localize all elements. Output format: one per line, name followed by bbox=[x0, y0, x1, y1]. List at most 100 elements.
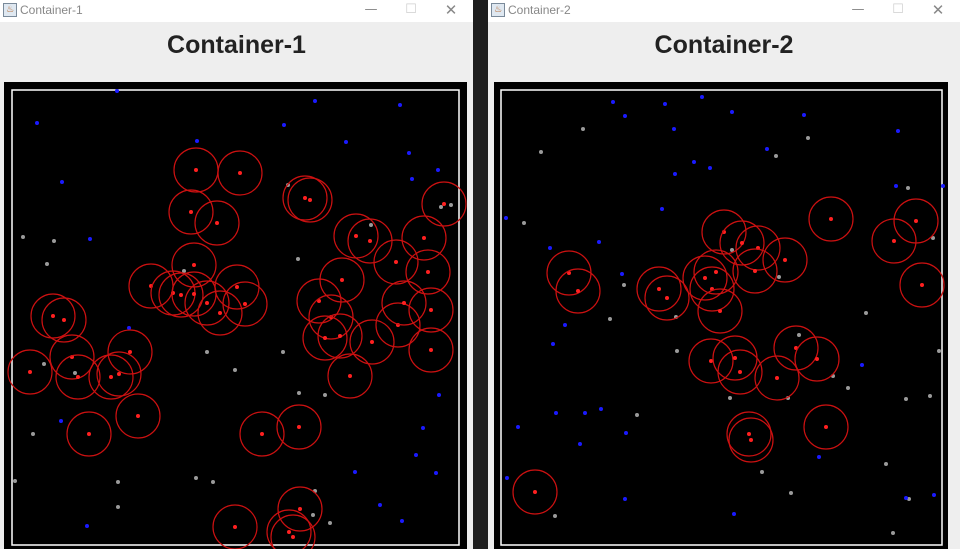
blue-particle bbox=[516, 425, 520, 429]
infection-radius-ring bbox=[688, 338, 734, 384]
red-particle bbox=[117, 372, 121, 376]
gray-particle bbox=[328, 521, 332, 525]
red-particle bbox=[783, 258, 787, 262]
container-boundary bbox=[500, 89, 943, 546]
blue-particle bbox=[802, 113, 806, 117]
infection-radius-ring bbox=[296, 278, 342, 324]
red-particle bbox=[718, 309, 722, 313]
gray-particle bbox=[730, 248, 734, 252]
blue-particle bbox=[282, 123, 286, 127]
red-particle bbox=[308, 198, 312, 202]
maximize-button[interactable]: ☐ bbox=[892, 2, 904, 17]
gray-particle bbox=[439, 205, 443, 209]
blue-particle bbox=[504, 216, 508, 220]
gray-particle bbox=[233, 368, 237, 372]
blue-particle bbox=[672, 127, 676, 131]
infection-radius-ring bbox=[421, 181, 467, 227]
infection-radius-ring bbox=[212, 504, 258, 549]
red-particle bbox=[28, 370, 32, 374]
red-particle bbox=[422, 236, 426, 240]
window-title: Container-1 bbox=[20, 3, 83, 17]
gray-particle bbox=[296, 257, 300, 261]
infection-radius-ring bbox=[222, 281, 268, 327]
blue-particle bbox=[563, 323, 567, 327]
blue-particle bbox=[732, 512, 736, 516]
infection-radius-ring bbox=[194, 200, 240, 246]
red-particle bbox=[426, 270, 430, 274]
gray-particle bbox=[116, 480, 120, 484]
gray-particle bbox=[760, 470, 764, 474]
maximize-button[interactable]: ☐ bbox=[405, 2, 417, 17]
infection-radius-ring bbox=[302, 315, 348, 361]
blue-particle bbox=[583, 411, 587, 415]
blue-particle bbox=[505, 476, 509, 480]
infection-radius-ring bbox=[88, 354, 134, 400]
red-particle bbox=[297, 425, 301, 429]
red-particle bbox=[238, 171, 242, 175]
blue-particle bbox=[398, 103, 402, 107]
red-particle bbox=[317, 299, 321, 303]
red-particle bbox=[402, 301, 406, 305]
red-particle bbox=[394, 260, 398, 264]
red-particle bbox=[775, 376, 779, 380]
infection-radius-ring bbox=[276, 404, 322, 450]
close-button[interactable]: ✕ bbox=[931, 1, 945, 19]
title-bar[interactable]: ♨ Container-1 — ☐ ✕ bbox=[0, 0, 473, 22]
gray-particle bbox=[21, 235, 25, 239]
gray-particle bbox=[369, 223, 373, 227]
blue-particle bbox=[195, 139, 199, 143]
gray-particle bbox=[864, 311, 868, 315]
infection-radius-ring bbox=[512, 469, 558, 515]
red-particle bbox=[128, 350, 132, 354]
blue-particle bbox=[896, 129, 900, 133]
blue-particle bbox=[941, 184, 945, 188]
blue-particle bbox=[708, 166, 712, 170]
red-particle bbox=[194, 168, 198, 172]
gray-particle bbox=[45, 262, 49, 266]
gray-particle bbox=[52, 239, 56, 243]
infection-radius-ring bbox=[373, 239, 419, 285]
blue-particle bbox=[548, 246, 552, 250]
blue-particle bbox=[313, 99, 317, 103]
blue-particle bbox=[765, 147, 769, 151]
red-particle bbox=[109, 375, 113, 379]
blue-particle bbox=[35, 121, 39, 125]
window-container-2: ♨ Container-2 — ☐ ✕ Container-2 bbox=[488, 0, 960, 549]
blue-particle bbox=[700, 95, 704, 99]
blue-particle bbox=[860, 363, 864, 367]
blue-particle bbox=[932, 493, 936, 497]
simulation-canvas-2 bbox=[500, 89, 945, 546]
gray-particle bbox=[194, 476, 198, 480]
infection-radius-ring bbox=[754, 355, 800, 401]
title-bar[interactable]: ♨ Container-2 — ☐ ✕ bbox=[488, 0, 960, 22]
blue-particle bbox=[578, 442, 582, 446]
blue-particle bbox=[60, 180, 64, 184]
close-button[interactable]: ✕ bbox=[444, 1, 458, 19]
minimize-button[interactable]: — bbox=[364, 2, 378, 17]
minimize-button[interactable]: — bbox=[851, 2, 865, 17]
infection-radius-ring bbox=[636, 266, 682, 312]
gray-particle bbox=[906, 186, 910, 190]
red-particle bbox=[179, 293, 183, 297]
infection-radius-ring bbox=[158, 272, 204, 318]
infection-radius-ring bbox=[401, 215, 447, 261]
infection-radius-ring bbox=[728, 417, 774, 463]
gray-particle bbox=[323, 393, 327, 397]
red-particle bbox=[747, 432, 751, 436]
blue-particle bbox=[378, 503, 382, 507]
container-boundary bbox=[11, 89, 460, 546]
infection-radius-ring bbox=[277, 486, 323, 532]
infection-radius-ring bbox=[115, 393, 161, 439]
infection-radius-ring bbox=[726, 411, 772, 457]
infection-radius-ring bbox=[7, 349, 53, 395]
gray-particle bbox=[205, 350, 209, 354]
infection-radius-ring bbox=[405, 249, 451, 295]
particle-canvas bbox=[494, 82, 948, 549]
gray-particle bbox=[581, 127, 585, 131]
infection-radius-ring bbox=[408, 327, 454, 373]
blue-particle bbox=[660, 207, 664, 211]
blue-particle bbox=[434, 471, 438, 475]
infection-radius-ring bbox=[735, 225, 781, 271]
blue-particle bbox=[353, 470, 357, 474]
gray-particle bbox=[311, 513, 315, 517]
